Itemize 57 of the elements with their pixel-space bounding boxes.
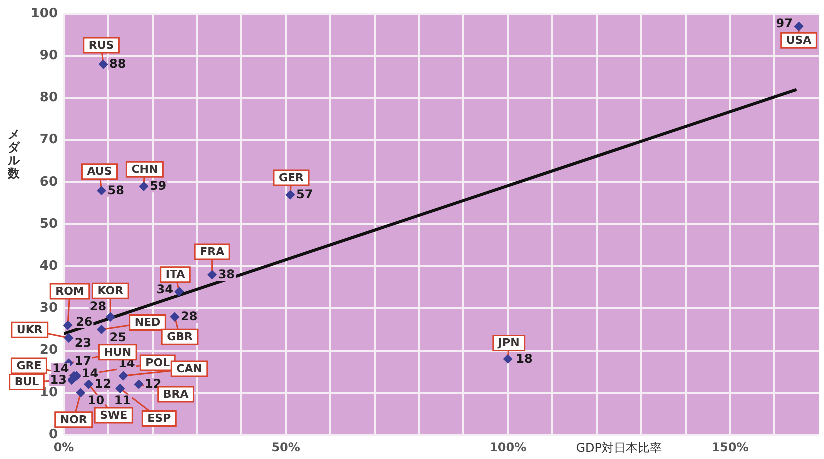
data-label: 23 <box>74 336 92 350</box>
annotation: GBR <box>167 330 194 344</box>
data-label: 88 <box>110 57 126 72</box>
annotation: HUN <box>104 346 132 359</box>
annotation: SWE <box>100 408 128 422</box>
data-label: 57 <box>296 188 314 202</box>
data-label: 28 <box>181 310 198 324</box>
data-label: 58 <box>108 183 124 198</box>
data-label: 26 <box>76 315 93 330</box>
x-tick-label: 150% <box>712 440 749 454</box>
data-label: 17 <box>74 354 92 368</box>
data-label: 59 <box>150 179 167 194</box>
y-tick-label: 60 <box>40 174 58 190</box>
y-tick-label: 40 <box>40 258 58 274</box>
y-axis-title: メダル数 <box>7 127 21 180</box>
data-label: 97 <box>776 16 794 30</box>
y-tick-label: 20 <box>40 343 58 358</box>
y-tick-label: 30 <box>40 301 58 316</box>
annotation: GRE <box>16 359 42 372</box>
y-tick-label: 90 <box>40 48 58 64</box>
annotation: CAN <box>176 362 202 376</box>
data-label: 14 <box>52 362 70 376</box>
annotation: POL <box>146 356 170 370</box>
annotation: AUS <box>87 165 112 178</box>
x-tick-label: 0% <box>54 440 74 454</box>
annotation: NOR <box>60 413 88 426</box>
data-label: 28 <box>90 300 107 314</box>
y-tick-label: 70 <box>40 132 58 148</box>
y-tick-label: 0 <box>48 427 58 442</box>
data-label: 18 <box>516 352 533 366</box>
annotation: UKR <box>16 324 44 337</box>
annotation: KOR <box>98 284 124 298</box>
annotation: BUL <box>14 376 40 389</box>
annotation: ROM <box>56 284 84 298</box>
data-label: 12 <box>94 377 112 392</box>
annotation: BRA <box>163 388 190 401</box>
annotation: FRA <box>200 245 226 258</box>
x-axis-title: GDP対日本比率 <box>576 441 662 456</box>
x-tick-label: 50% <box>272 440 300 454</box>
x-tick-label: 100% <box>490 440 527 454</box>
annotation: ITA <box>166 268 186 282</box>
annotation: RUS <box>88 38 114 52</box>
data-label: 38 <box>218 268 236 282</box>
y-tick-label: 50 <box>40 216 58 232</box>
annotation: CHN <box>132 162 158 176</box>
data-label: 11 <box>114 393 132 408</box>
data-label: 34 <box>156 282 174 296</box>
data-label: 25 <box>110 330 126 344</box>
y-tick-label: 100 <box>30 6 58 22</box>
y-tick-label: 80 <box>40 90 58 106</box>
annotation: NED <box>134 316 161 330</box>
data-label: 13 <box>50 372 67 387</box>
annotation: USA <box>786 34 812 47</box>
annotation: GER <box>278 171 305 184</box>
annotation: ESP <box>148 412 172 426</box>
annotation: JPN <box>497 336 520 350</box>
data-label: 10 <box>88 394 105 408</box>
